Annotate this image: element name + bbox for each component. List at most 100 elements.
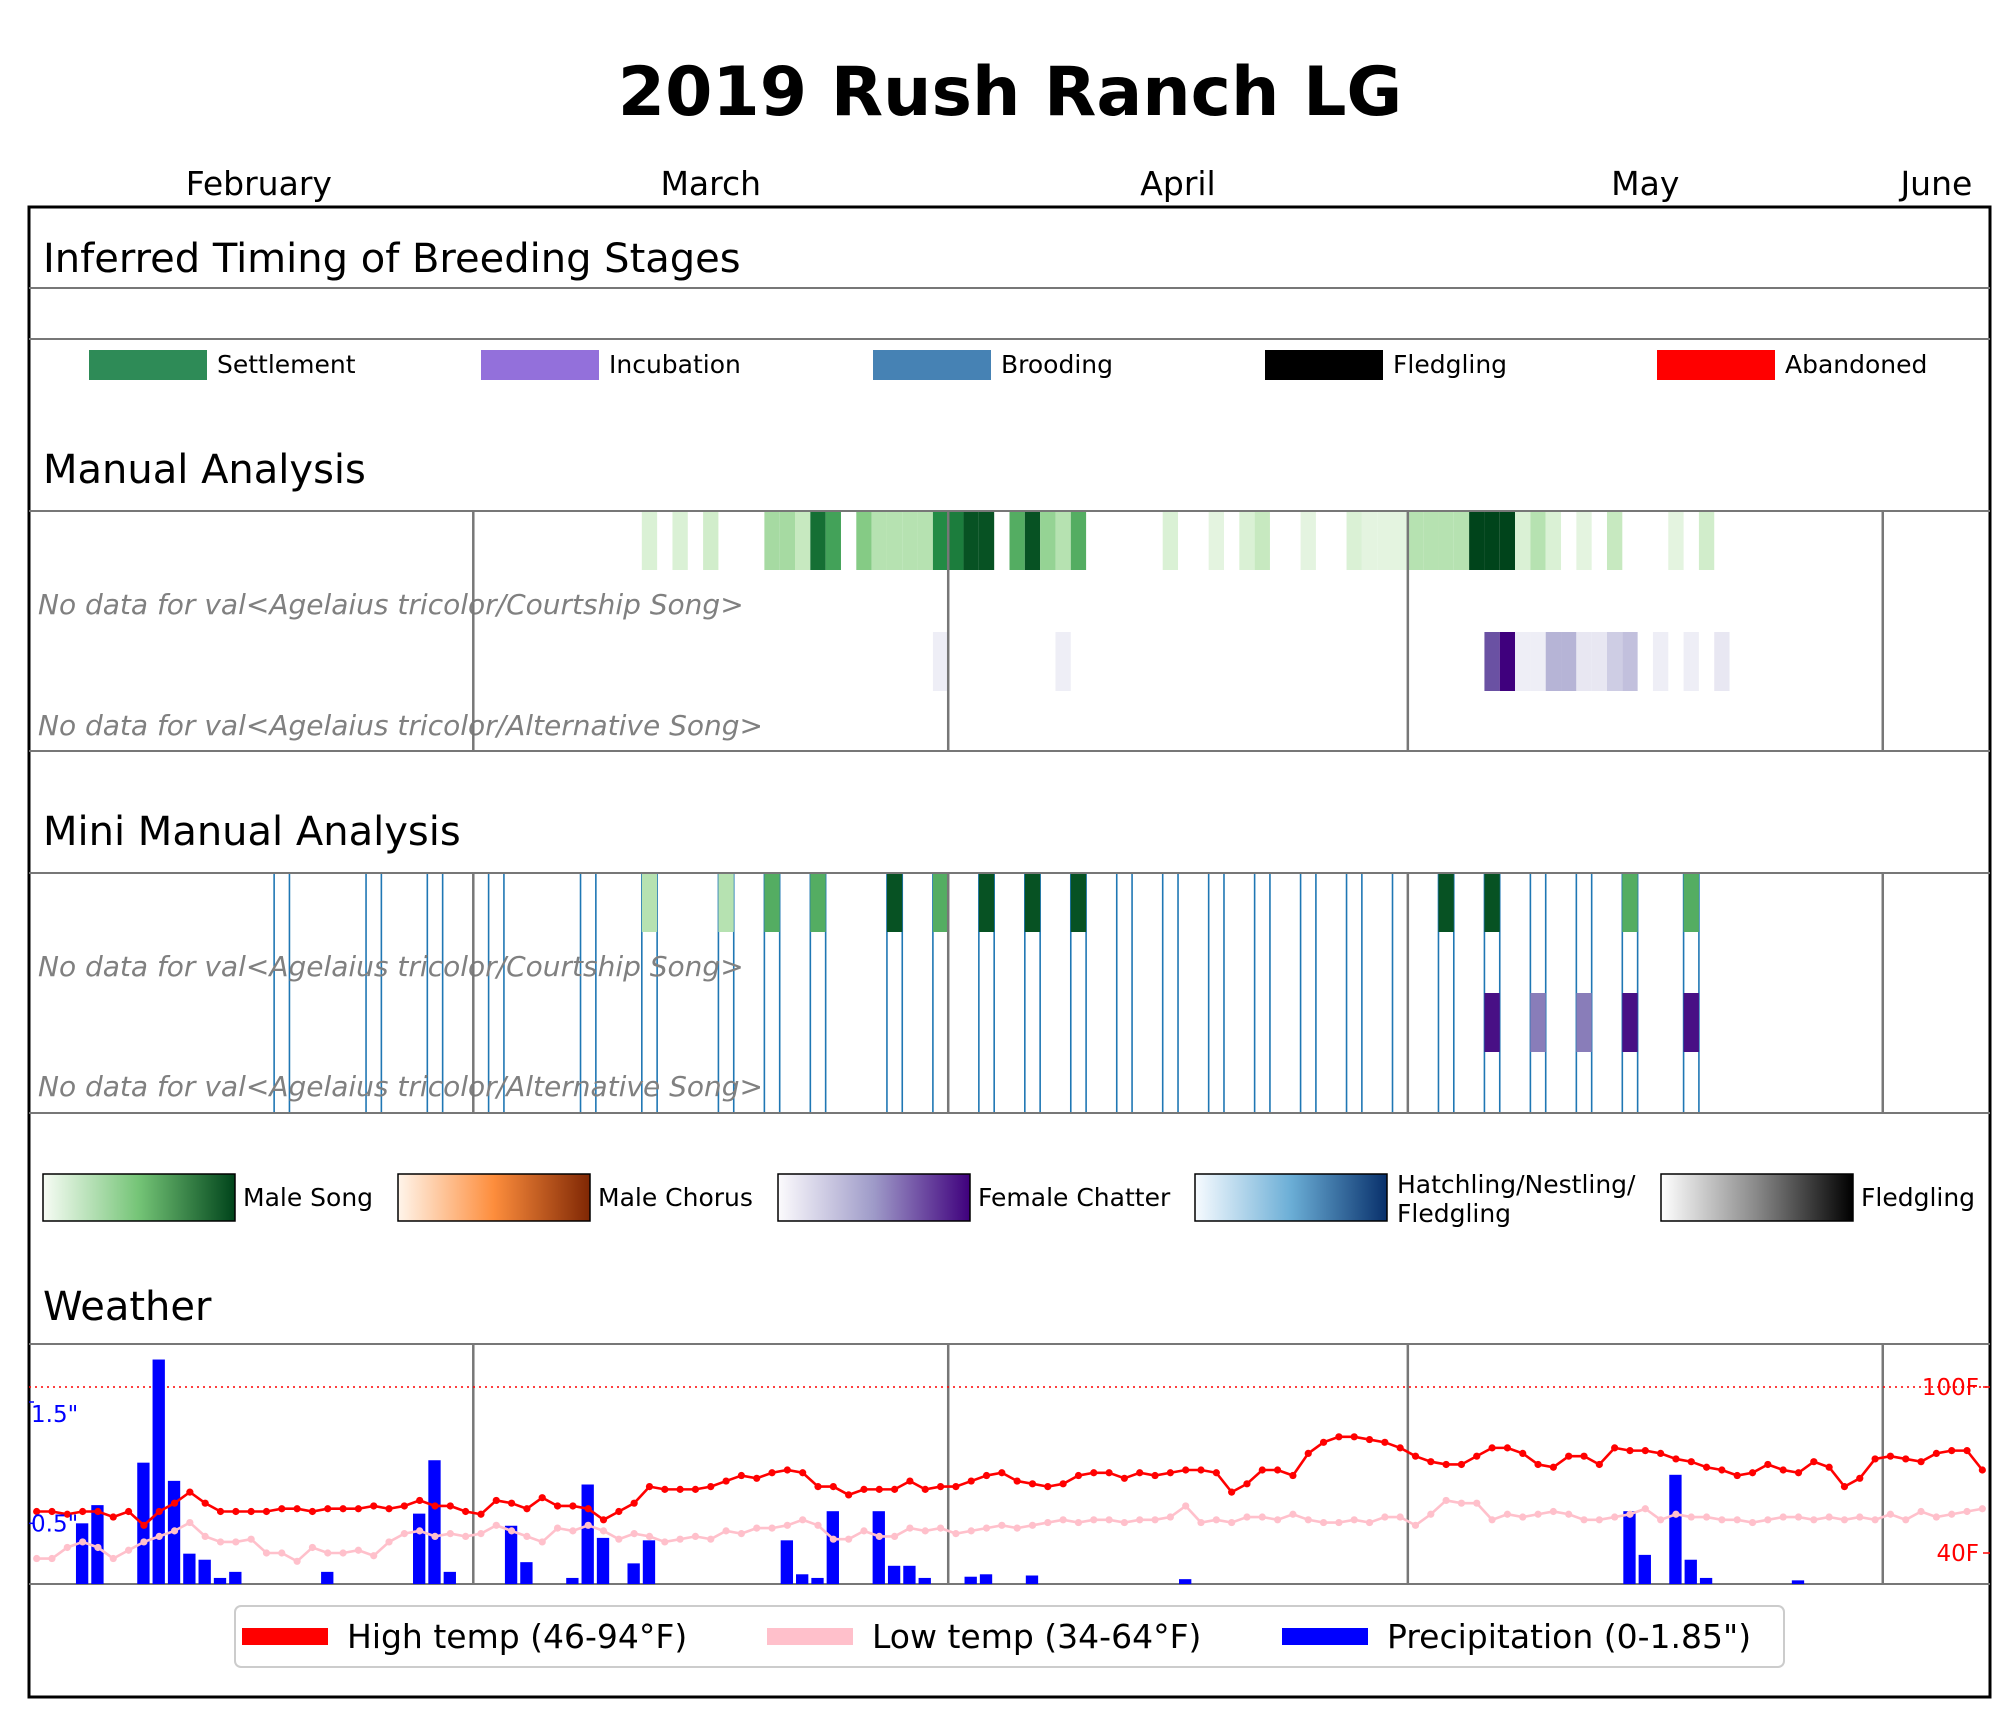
low-temp-point (477, 1530, 485, 1538)
heatmap-cell (978, 511, 995, 570)
high-temp-point (1059, 1480, 1067, 1488)
heatmap-cell (1606, 632, 1623, 691)
precip-bar (887, 1565, 901, 1584)
colorbar-label: Fledgling (1861, 1183, 1975, 1212)
low-temp-point (124, 1546, 133, 1554)
heatmap-cell (1545, 511, 1562, 570)
low-temp-point (936, 1524, 945, 1532)
low-temp-point (707, 1535, 715, 1543)
high-temp-point (890, 1485, 899, 1493)
high-temp-point (967, 1477, 975, 1485)
low-temp-point (1503, 1510, 1512, 1518)
month-label: April (1140, 164, 1215, 203)
heatmap-cell (1438, 511, 1454, 570)
heatmap-cell (764, 511, 780, 570)
high-temp-point (1611, 1444, 1619, 1452)
high-temp-point (676, 1485, 684, 1493)
low-temp-point (1534, 1510, 1542, 1518)
low-temp-point (1274, 1516, 1282, 1524)
heatmap-cell (1239, 511, 1255, 570)
high-temp-point (216, 1507, 225, 1516)
high-temp-point (1733, 1471, 1741, 1480)
no-data-message: No data for val<Agelaius tricolor/Altern… (38, 709, 763, 742)
precip-bar (780, 1540, 794, 1584)
high-temp-point (1289, 1471, 1297, 1480)
high-temp-point (998, 1469, 1006, 1477)
high-temp-point (814, 1483, 822, 1491)
high-temp-point (860, 1485, 868, 1493)
low-temp-point (1243, 1513, 1251, 1521)
high-temp-point (936, 1483, 945, 1491)
high-temp-point (1657, 1449, 1665, 1457)
no-data-message: No data for val<Agelaius tricolor/Courts… (38, 588, 744, 621)
precip-bar (198, 1559, 211, 1584)
low-temp-point (753, 1524, 761, 1532)
high-temp-point (79, 1507, 87, 1516)
high-temp-point (1197, 1466, 1205, 1474)
low-temp-point (109, 1554, 117, 1563)
low-temp-point (599, 1527, 608, 1535)
high-temp-point (324, 1505, 332, 1513)
low-temp-point (1319, 1518, 1328, 1527)
low-temp-point (293, 1557, 301, 1565)
precip-bar (520, 1562, 533, 1584)
low-temp-point (278, 1549, 286, 1557)
month-labels: February March April May June (186, 164, 1973, 203)
mini-manual-heatmap: No data for val<Agelaius tricolor/Courts… (29, 872, 1990, 1114)
high-temp-point (1105, 1469, 1113, 1477)
high-temp-point (691, 1485, 700, 1493)
colorbar (42, 1173, 236, 1222)
precip-bar (964, 1576, 977, 1584)
low-temp-point (339, 1549, 347, 1557)
heatmap-cell (779, 511, 796, 570)
heatmap-cell (810, 873, 826, 932)
mini-manual-title: Mini Manual Analysis (43, 809, 461, 855)
low-temp-point (1396, 1513, 1404, 1521)
heatmap-cell (641, 511, 658, 570)
high-temp-point (339, 1505, 347, 1513)
heatmap-cell (1515, 511, 1531, 570)
manual-title: Manual Analysis (43, 447, 366, 493)
low-temp-point (1764, 1516, 1772, 1524)
inferred-title: Inferred Timing of Breeding Stages (43, 236, 741, 282)
low-temp-point (1258, 1513, 1266, 1521)
low-temp-point (1549, 1507, 1557, 1516)
low-temp-point (814, 1521, 822, 1529)
high-temp-point (1442, 1460, 1450, 1469)
temp-tick-label: 40F (1937, 1541, 1980, 1567)
high-temp-point (1166, 1469, 1174, 1477)
high-temp-point (661, 1485, 669, 1493)
stage-label: Incubation (609, 350, 741, 379)
precip-bar (566, 1577, 579, 1584)
heatmap-cell (1652, 632, 1669, 691)
heatmap-cell (1300, 511, 1316, 570)
high-temp-point (1151, 1471, 1159, 1480)
precip-tick-label: 0.5" (31, 1511, 78, 1537)
high-temp-point (1473, 1452, 1481, 1460)
precip-bar (428, 1460, 441, 1584)
high-temp-point (170, 1499, 179, 1507)
heatmap-cell (764, 873, 780, 932)
heatmap-cell (1254, 511, 1270, 570)
heatmap-cell (1515, 632, 1531, 691)
low-temp-point (1350, 1516, 1358, 1524)
low-temp-point (48, 1554, 56, 1563)
low-temp-point (1166, 1513, 1174, 1521)
high-temp-point (1381, 1438, 1389, 1446)
precip-bar (826, 1511, 839, 1584)
high-temp-point (783, 1466, 791, 1474)
high-temp-point (94, 1507, 102, 1516)
low-temp-point (1335, 1518, 1343, 1527)
low-temp-point (431, 1532, 439, 1540)
stage-label: Brooding (1001, 350, 1113, 379)
high-temp-point (492, 1496, 500, 1505)
low-temp-point (1948, 1510, 1956, 1518)
heatmap-cell (825, 511, 841, 570)
heatmap-cell (963, 511, 979, 570)
low-temp-point (1825, 1513, 1833, 1521)
low-temp-point (232, 1538, 240, 1546)
high-temp-point (1902, 1455, 1910, 1463)
low-temp-point (1411, 1521, 1420, 1529)
low-temp-point (186, 1518, 194, 1527)
